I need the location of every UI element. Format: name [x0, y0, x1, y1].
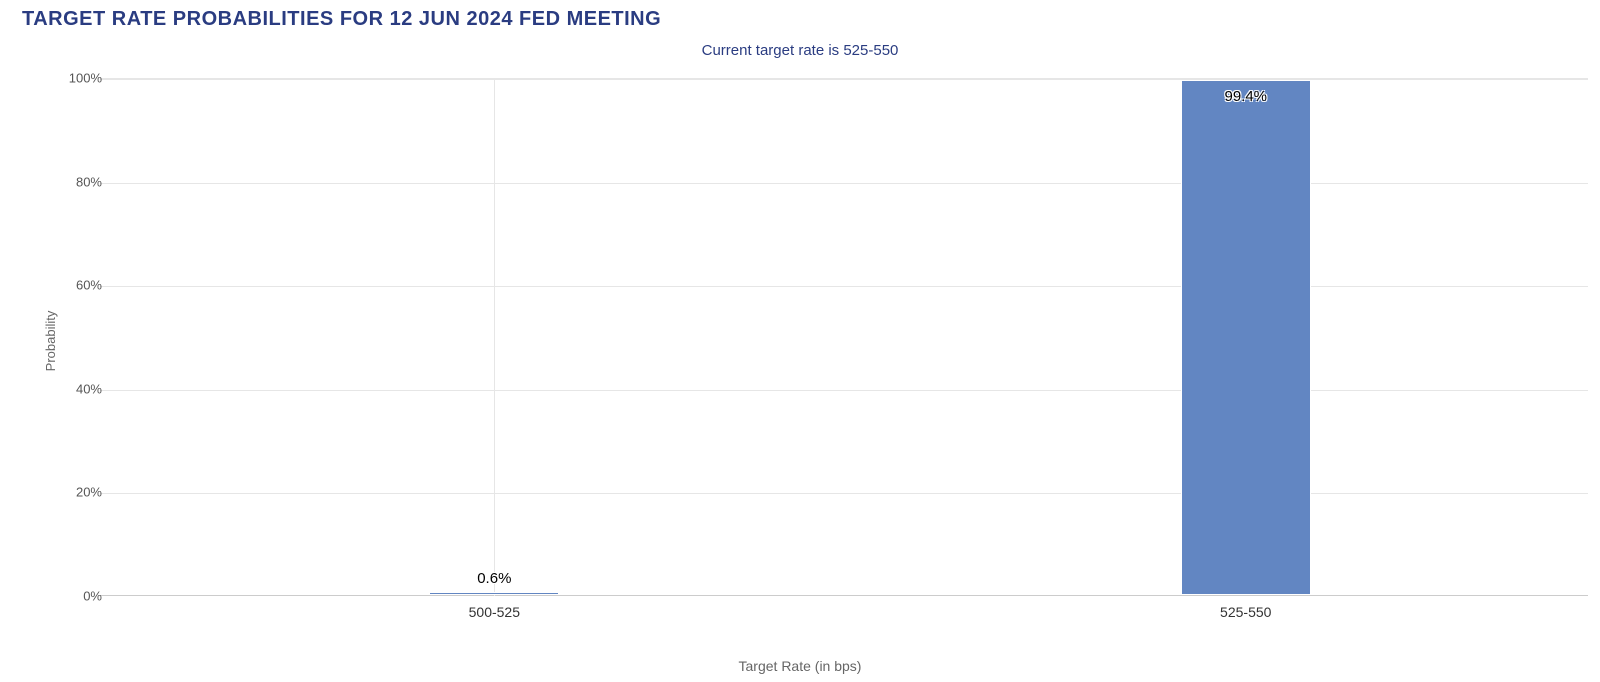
x-tick-label: 500-525 [469, 604, 520, 620]
y-axis-label: Probability [43, 311, 58, 372]
chart-container: TARGET RATE PROBABILITIES FOR 12 JUN 202… [0, 0, 1600, 682]
gridline [100, 286, 1588, 287]
y-tick-label: 40% [76, 381, 102, 396]
plot-area: 0.6% 99.4% [100, 78, 1588, 596]
y-tick-label: 100% [69, 71, 102, 86]
y-tick-label: 80% [76, 174, 102, 189]
gridline [100, 493, 1588, 494]
y-tick-label: 20% [76, 485, 102, 500]
x-axis-label: Target Rate (in bps) [739, 658, 862, 674]
x-gridline [494, 79, 495, 596]
x-tick-label: 525-550 [1220, 604, 1271, 620]
bar-fill [429, 592, 559, 595]
gridline [100, 390, 1588, 391]
y-tick-label: 0% [83, 589, 102, 604]
chart-title: TARGET RATE PROBABILITIES FOR 12 JUN 202… [22, 8, 661, 31]
bar-value-label: 0.6% [477, 570, 511, 587]
x-axis-line [100, 595, 1588, 596]
gridline [100, 183, 1588, 184]
bar[interactable]: 99.4% [1181, 80, 1311, 595]
y-tick-label: 60% [76, 278, 102, 293]
gridline [100, 79, 1588, 80]
bar-value-label: 99.4% [1224, 88, 1267, 105]
chart-subtitle: Current target rate is 525-550 [702, 42, 899, 59]
bar-fill [1181, 80, 1311, 595]
bar[interactable]: 0.6% [429, 592, 559, 595]
